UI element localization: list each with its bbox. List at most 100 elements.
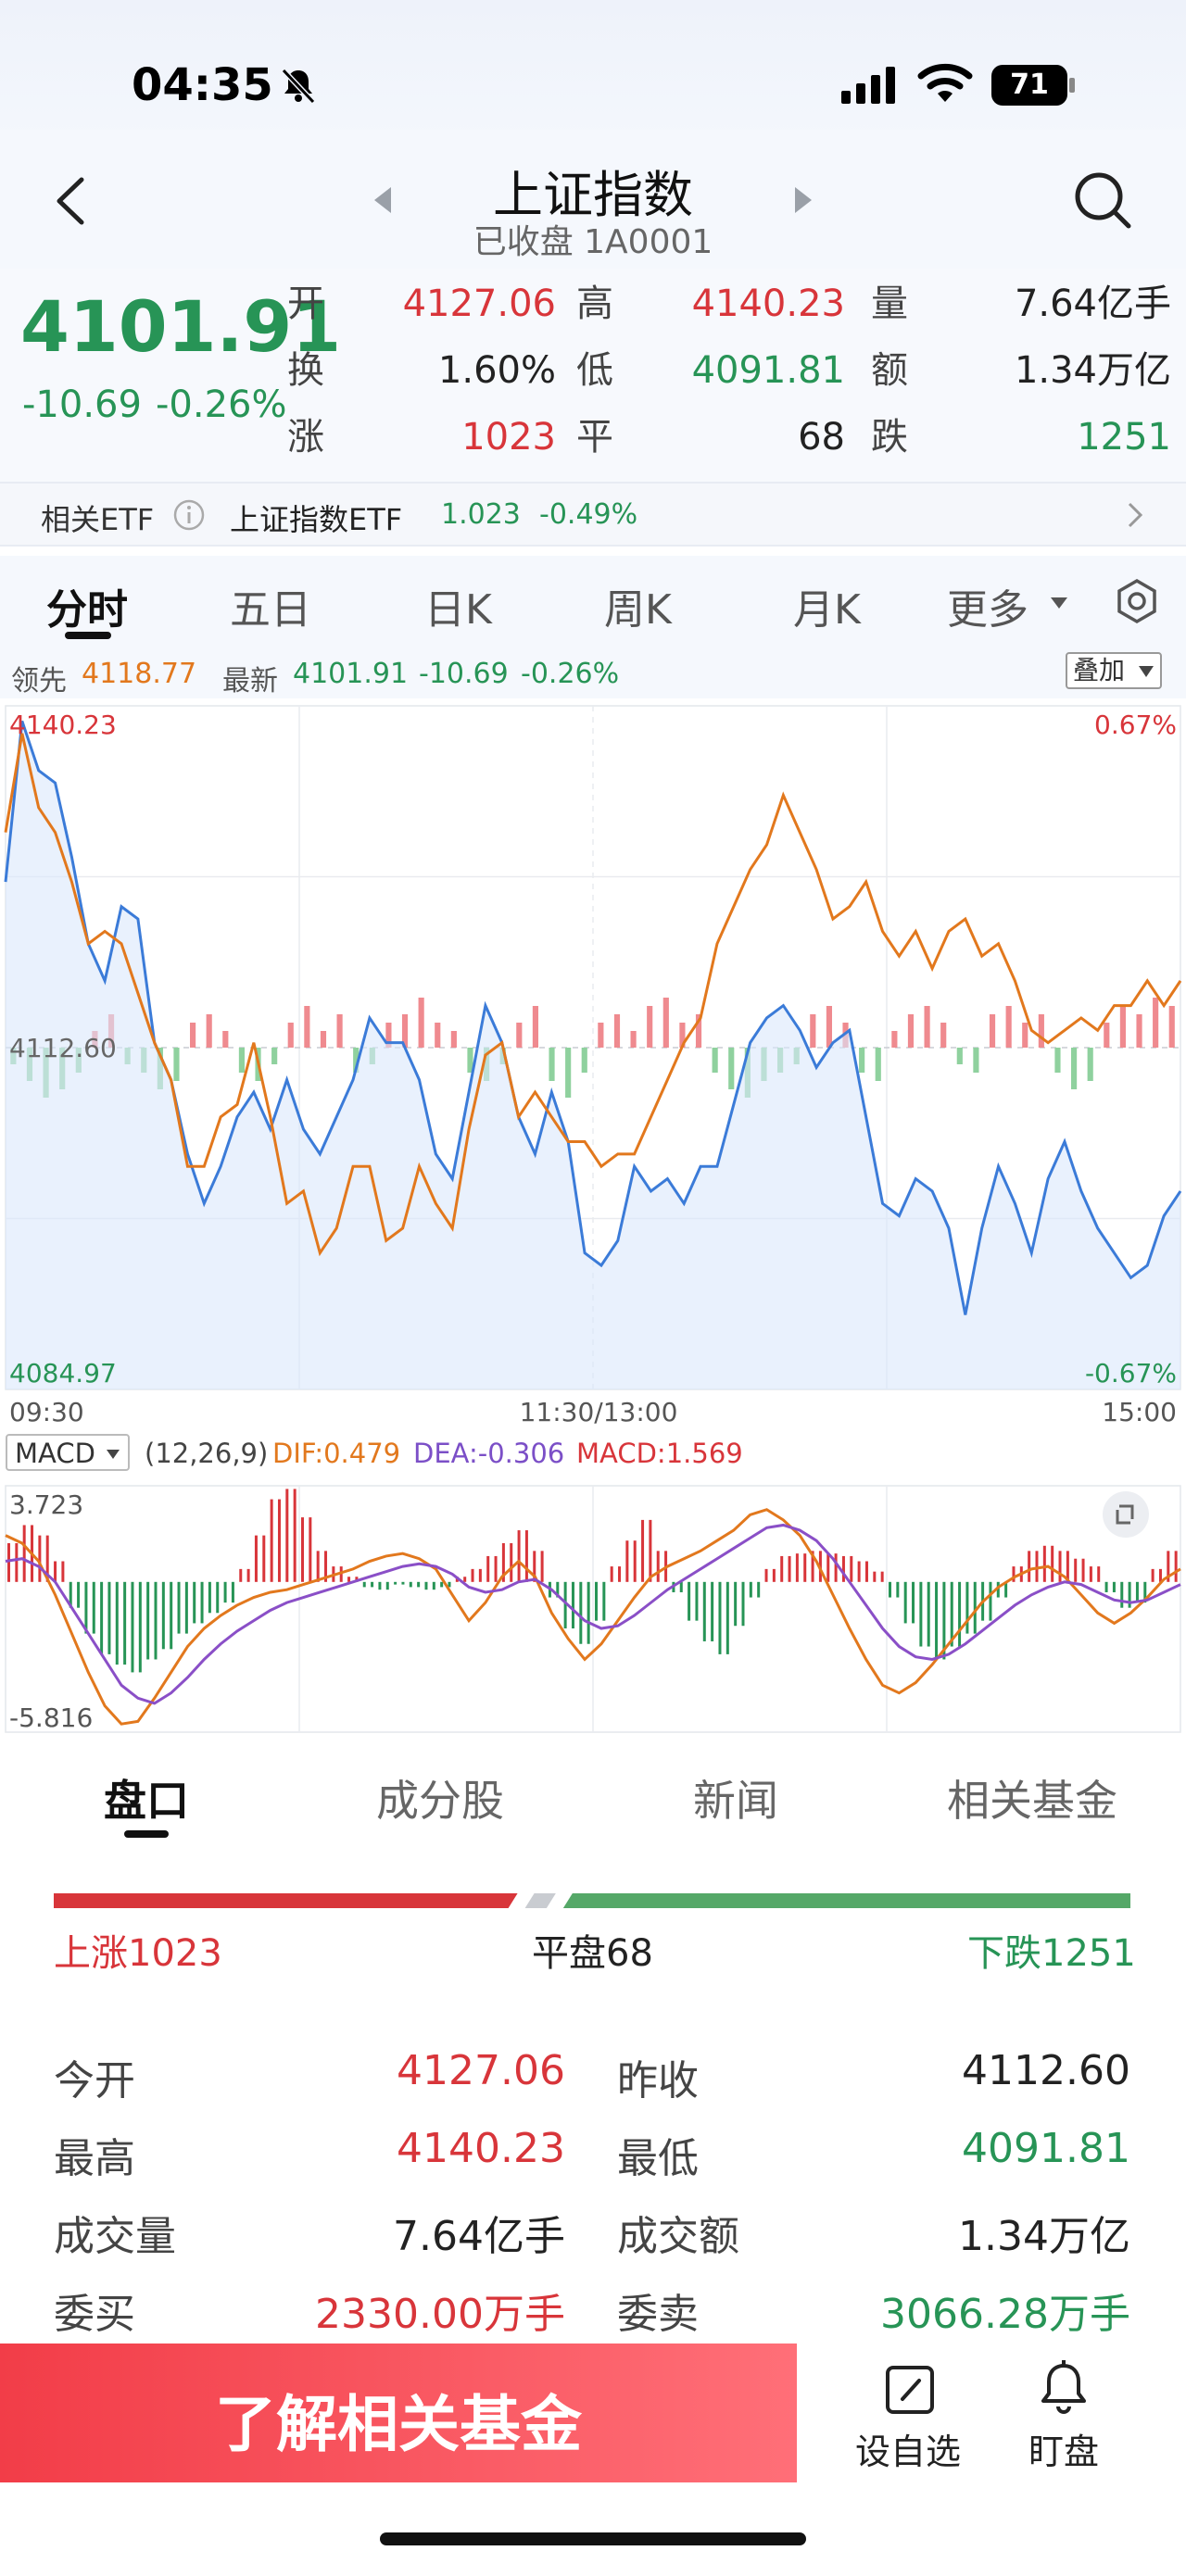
macd-hist-bar [1158, 1568, 1162, 1582]
volume-bar [810, 1014, 816, 1048]
home-indicator [380, 2532, 806, 2545]
macd-hist-bar [184, 1581, 188, 1634]
macd-hist-bar [935, 1581, 939, 1660]
macd-hist-bar [239, 1568, 243, 1582]
macd-hist-bar [1089, 1566, 1092, 1582]
edit-square-icon [886, 2366, 934, 2414]
macd-hist-bar [1104, 1581, 1108, 1592]
macd-hist-bar [602, 1581, 606, 1621]
breadth-up: 上涨1023 [54, 1932, 222, 1975]
volume-bar [1136, 1014, 1142, 1048]
macd-hist-bar [857, 1561, 861, 1582]
macd-hist-bar [563, 1581, 567, 1629]
macd-hist-bar [448, 1581, 451, 1588]
macd-hist-bar [355, 1577, 359, 1582]
macd-hist-bar [77, 1581, 81, 1608]
macd-hist-bar [772, 1568, 776, 1582]
price-change-pct: -0.26% [156, 383, 287, 426]
info-icon[interactable] [172, 498, 206, 532]
add-watchlist-button[interactable]: 设自选 [834, 2344, 982, 2482]
macd-label: MACD [15, 1438, 95, 1469]
tab-more[interactable]: 更多 [947, 586, 1028, 634]
macd-hist-bar [378, 1581, 382, 1590]
macd-hist-bar [965, 1581, 969, 1634]
macd-hist-bar [841, 1555, 845, 1582]
volume-bar [401, 1014, 409, 1048]
volume-bar [336, 1014, 343, 1048]
tab-related-funds[interactable]: 相关基金 [947, 1776, 1117, 1826]
macd-hist-bar [100, 1581, 104, 1654]
intraday-chart[interactable]: 4140.23 4112.60 4084.97 0.67% -0.67% 09:30 11:… [0, 697, 1186, 1428]
next-index-button[interactable] [789, 183, 817, 217]
volume-bar [435, 1023, 441, 1048]
macd-chart[interactable]: 3.723 -5.816 [0, 1473, 1186, 1741]
volume-bar [385, 1023, 392, 1048]
volume-bar [1168, 1006, 1175, 1048]
macd-hist-bar [1012, 1566, 1016, 1582]
macd-hist-bar [401, 1581, 405, 1585]
volume-bar [695, 1014, 702, 1048]
macd-hist-bar [92, 1581, 95, 1634]
related-etf-bar[interactable]: 相关ETF 上证指数ETF 1.023 -0.49% [0, 482, 1186, 547]
chart-legend: 领先 4118.77 最新 4101.91 -10.69 -0.26% 叠加 [0, 647, 1186, 698]
volume-bar [679, 1023, 686, 1048]
macd-hist-bar [711, 1581, 714, 1641]
tab-five-day[interactable]: 五日 [230, 586, 311, 634]
bell-off-icon [278, 65, 319, 106]
macd-hist-bar [324, 1551, 328, 1582]
macd-hist-bar [285, 1489, 289, 1582]
macd-hist-bar [115, 1581, 119, 1665]
search-icon[interactable] [1071, 169, 1136, 233]
macd-hist-bar [1135, 1581, 1139, 1603]
pct-top-label: 0.67% [1094, 710, 1177, 740]
macd-hist-bar [22, 1525, 26, 1582]
back-button[interactable] [43, 169, 98, 233]
quote-value: 4127.06 [402, 283, 556, 325]
stat-label: 最高 [54, 2135, 135, 2182]
detail-tabs: 盘口 成分股 新闻 相关基金 [0, 1741, 1186, 1843]
macd-hist-bar [494, 1555, 498, 1582]
battery-icon: 71 [991, 65, 1067, 106]
macd-hist-bar [409, 1581, 412, 1588]
volume-bar [450, 1031, 457, 1048]
chart-settings-icon[interactable] [1114, 578, 1160, 624]
tab-order-book[interactable]: 盘口 [104, 1776, 189, 1826]
macd-hist-bar [517, 1530, 521, 1582]
macd-dif: DIF:0.479 [272, 1438, 401, 1469]
stat-value: 4112.60 [962, 2047, 1130, 2094]
current-price: 4101.91 [20, 285, 342, 368]
bottom-action-bar: 了解相关基金 设自选 盯盘 [0, 2344, 1186, 2482]
volume-bar [532, 1006, 539, 1048]
prev-index-button[interactable] [369, 183, 397, 217]
macd-hist-bar [1174, 1551, 1178, 1582]
monitor-button[interactable]: 盯盘 [999, 2344, 1129, 2482]
tab-monthly-k[interactable]: 月K [793, 586, 861, 634]
volume-bar [1119, 1006, 1127, 1048]
learn-funds-button[interactable]: 了解相关基金 [0, 2344, 797, 2482]
tab-daily-k[interactable]: 日K [424, 586, 492, 634]
tab-constituents[interactable]: 成分股 [376, 1776, 504, 1826]
macd-dif-line [5, 1508, 1181, 1726]
macd-hist-bar [246, 1568, 250, 1582]
macd-hist-bar [688, 1581, 691, 1621]
macd-hist-bar [270, 1499, 273, 1582]
expand-icon[interactable] [1103, 1491, 1149, 1538]
macd-hist-bar [880, 1571, 884, 1582]
macd-hist-bar [749, 1581, 752, 1598]
tab-weekly-k[interactable]: 周K [604, 586, 672, 634]
volume-bar [516, 1023, 523, 1048]
macd-hist-bar [679, 1581, 683, 1592]
tab-news[interactable]: 新闻 [693, 1776, 778, 1826]
macd-hist-bar [478, 1568, 482, 1582]
volume-bar [1153, 998, 1159, 1048]
breadth-flat-segment [524, 1893, 556, 1908]
nav-header: 上证指数 已收盘 1A0001 [0, 130, 1186, 269]
macd-indicator-select[interactable]: MACD [6, 1434, 130, 1471]
macd-hist-bar [1081, 1558, 1085, 1582]
overlay-dropdown[interactable]: 叠加 [1066, 652, 1162, 689]
tab-intraday[interactable]: 分时 [46, 586, 128, 634]
macd-hist-bar [950, 1581, 953, 1647]
macd-dea: DEA:-0.306 [413, 1438, 565, 1469]
overlay-label: 叠加 [1073, 655, 1126, 685]
stat-label: 成交量 [54, 2213, 176, 2260]
